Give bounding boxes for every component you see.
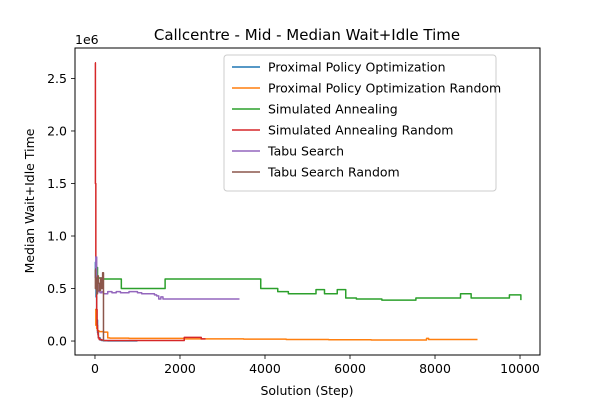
legend-label: Tabu Search xyxy=(267,144,344,159)
legend-label: Tabu Search Random xyxy=(267,165,400,180)
legend-label: Proximal Policy Optimization Random xyxy=(268,81,501,96)
x-tick-label: 2000 xyxy=(164,361,196,376)
x-tick-label: 8000 xyxy=(419,361,451,376)
y-offset-text: 1e6 xyxy=(75,32,99,47)
legend-frame xyxy=(223,54,497,192)
x-tick-label: 6000 xyxy=(334,361,366,376)
series-line-tabu-search xyxy=(94,256,240,300)
axes-frame xyxy=(74,47,541,356)
y-tick-label: 0.0 xyxy=(47,334,67,349)
y-tick-label: 2.5 xyxy=(47,71,67,86)
legend-label: Proximal Policy Optimization xyxy=(268,60,446,75)
axis-ticks: 0 2000 4000 6000 8000 10000 0.0 0.5 1.0 1.5 2.0 2.5 xyxy=(47,71,540,376)
chart-title: Callcentre - Mid - Median Wait+Idle Time xyxy=(154,26,460,44)
legend: Proximal Policy Optimization Proximal Pol… xyxy=(223,54,501,192)
x-tick-label: 0 xyxy=(91,361,99,376)
x-tick-label: 10000 xyxy=(500,361,540,376)
y-axis-label: Median Wait+Idle Time xyxy=(22,128,37,273)
series-line-tabu-search-random xyxy=(94,268,105,342)
x-tick-label: 4000 xyxy=(249,361,281,376)
legend-label: Simulated Annealing Random xyxy=(268,123,453,138)
y-tick-label: 1.0 xyxy=(47,229,67,244)
y-tick-label: 2.0 xyxy=(47,123,67,138)
x-axis-label: Solution (Step) xyxy=(260,383,353,398)
y-tick-label: 0.5 xyxy=(47,281,67,296)
y-tick-label: 1.5 xyxy=(47,176,67,191)
series-line-simulated-annealing xyxy=(94,266,522,301)
plot-area xyxy=(94,61,522,342)
legend-label: Simulated Annealing xyxy=(268,102,398,117)
